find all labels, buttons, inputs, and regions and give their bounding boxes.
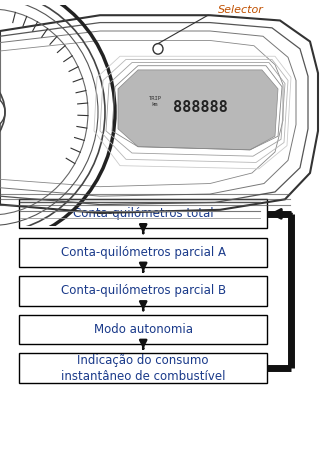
Circle shape (0, 96, 5, 128)
Text: Conta-quilómetros parcial B: Conta-quilómetros parcial B (60, 284, 226, 298)
Text: TRIP
km: TRIP km (148, 96, 162, 107)
Bar (19, 199, 267, 228)
Polygon shape (118, 70, 278, 150)
Text: Conta-quilómetros parcial A: Conta-quilómetros parcial A (61, 246, 226, 259)
Bar (19, 238, 267, 267)
Bar (19, 315, 267, 344)
Text: Selector: Selector (218, 5, 264, 15)
Text: Conta-quilómetros total: Conta-quilómetros total (73, 207, 213, 220)
Bar (19, 353, 267, 383)
Bar (19, 276, 267, 306)
Text: Modo autonomia: Modo autonomia (94, 323, 193, 336)
Text: 888888: 888888 (172, 100, 228, 115)
Text: Indicação do consumo
instantâneo de combustível: Indicação do consumo instantâneo de comb… (61, 353, 226, 383)
